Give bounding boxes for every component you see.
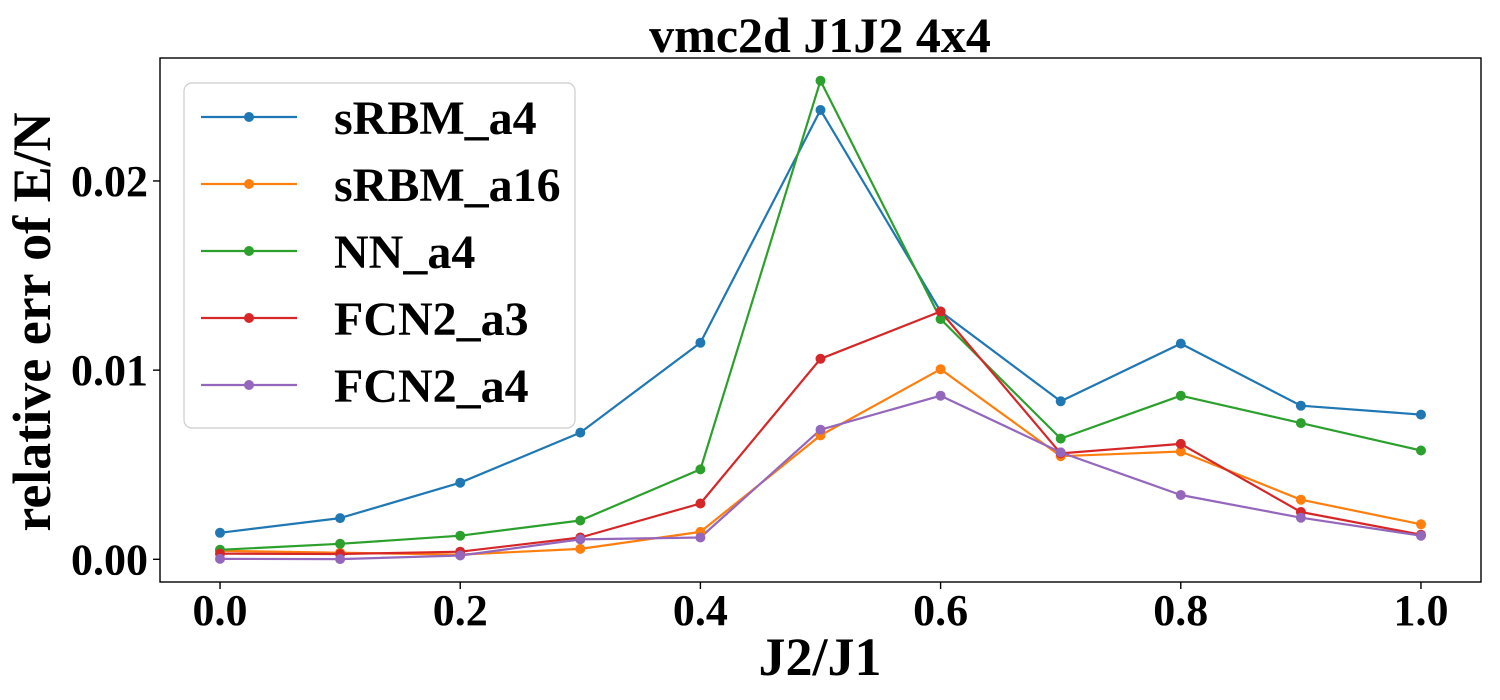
data-point-sRBM_a4-7	[1055, 396, 1066, 407]
data-point-sRBM_a4-1	[335, 513, 346, 524]
legend-label-NN_a4: NN_a4	[334, 226, 475, 279]
legend-marker-FCN2_a3	[244, 313, 254, 323]
data-point-sRBM_a16-3	[575, 543, 586, 554]
plot-area: 0.0 0.2 0.4 0.6 0.8 1.0 0.00 0.01 0.02	[71, 57, 1482, 635]
x-tick-label: 1.0	[1393, 586, 1448, 635]
legend: sRBM_a4 sRBM_a16 NN_a4 FCN2_a3 FCN2_a4	[183, 82, 576, 429]
y-tick-label: 0.00	[71, 535, 148, 584]
data-point-NN_a4-9	[1295, 418, 1306, 429]
data-point-NN_a4-6	[935, 314, 946, 325]
data-point-FCN2_a4-6	[935, 390, 946, 401]
data-point-sRBM_a16-8	[1175, 446, 1186, 457]
data-point-sRBM_a4-8	[1175, 338, 1186, 349]
data-point-FCN2_a4-4	[695, 532, 706, 543]
data-point-sRBM_a4-3	[575, 427, 586, 438]
legend-marker-FCN2_a4	[244, 380, 254, 390]
data-point-NN_a4-3	[575, 515, 586, 526]
data-point-FCN2_a4-10	[1416, 530, 1426, 541]
data-point-FCN2_a3-5	[815, 353, 826, 364]
legend-label-FCN2_a4: FCN2_a4	[334, 360, 529, 413]
data-point-sRBM_a4-2	[455, 477, 466, 488]
data-point-sRBM_a4-4	[695, 337, 706, 348]
legend-label-FCN2_a3: FCN2_a3	[334, 293, 529, 346]
legend-label-sRBM_a16: sRBM_a16	[334, 159, 561, 212]
legend-marker-sRBM_a4	[244, 112, 254, 122]
data-point-FCN2_a3-4	[695, 498, 706, 509]
data-point-sRBM_a4-5	[815, 105, 826, 115]
data-point-FCN2_a3-8	[1175, 438, 1186, 449]
data-point-FCN2_a4-5	[815, 424, 826, 435]
plot-frame	[159, 57, 1482, 583]
legend-label-sRBM_a4: sRBM_a4	[334, 92, 537, 145]
data-point-sRBM_a4-10	[1416, 409, 1426, 420]
data-point-FCN2_a4-8	[1175, 490, 1186, 500]
data-point-sRBM_a4-0	[215, 527, 225, 538]
data-point-NN_a4-1	[335, 538, 346, 549]
data-point-sRBM_a4-9	[1295, 400, 1306, 411]
chart-title: vmc2d J1J2 4x4	[649, 7, 991, 63]
data-point-FCN2_a4-0	[215, 553, 225, 564]
data-point-sRBM_a16-6	[935, 364, 946, 375]
legend-marker-NN_a4	[244, 246, 254, 256]
x-tick-label: 0.4	[673, 586, 728, 635]
data-point-FCN2_a4-7	[1055, 447, 1066, 458]
data-point-NN_a4-4	[695, 464, 706, 475]
data-point-NN_a4-7	[1055, 433, 1066, 444]
data-point-FCN2_a4-3	[575, 534, 586, 545]
data-point-sRBM_a16-10	[1416, 519, 1426, 530]
x-tick-label: 0.2	[433, 586, 488, 635]
data-point-NN_a4-5	[815, 75, 826, 86]
y-tick-label: 0.01	[71, 346, 148, 395]
x-tick-label: 0.8	[1153, 586, 1208, 635]
data-point-FCN2_a3-6	[935, 306, 946, 317]
y-axis-label: relative err of E/N	[2, 112, 62, 531]
x-axis-label: J2/J1	[758, 627, 881, 687]
legend-box	[183, 82, 576, 429]
x-tick-label: 0.0	[193, 586, 248, 635]
data-point-FCN2_a4-2	[455, 550, 466, 561]
legend-marker-sRBM_a16	[244, 179, 254, 189]
data-point-sRBM_a16-9	[1295, 494, 1306, 505]
data-point-NN_a4-10	[1416, 445, 1426, 456]
data-point-FCN2_a4-1	[335, 554, 346, 565]
data-point-FCN2_a4-9	[1295, 512, 1306, 523]
y-tick-label: 0.02	[71, 157, 148, 206]
data-point-NN_a4-2	[455, 530, 466, 541]
data-point-NN_a4-8	[1175, 390, 1186, 401]
x-tick-label: 0.6	[913, 586, 968, 635]
